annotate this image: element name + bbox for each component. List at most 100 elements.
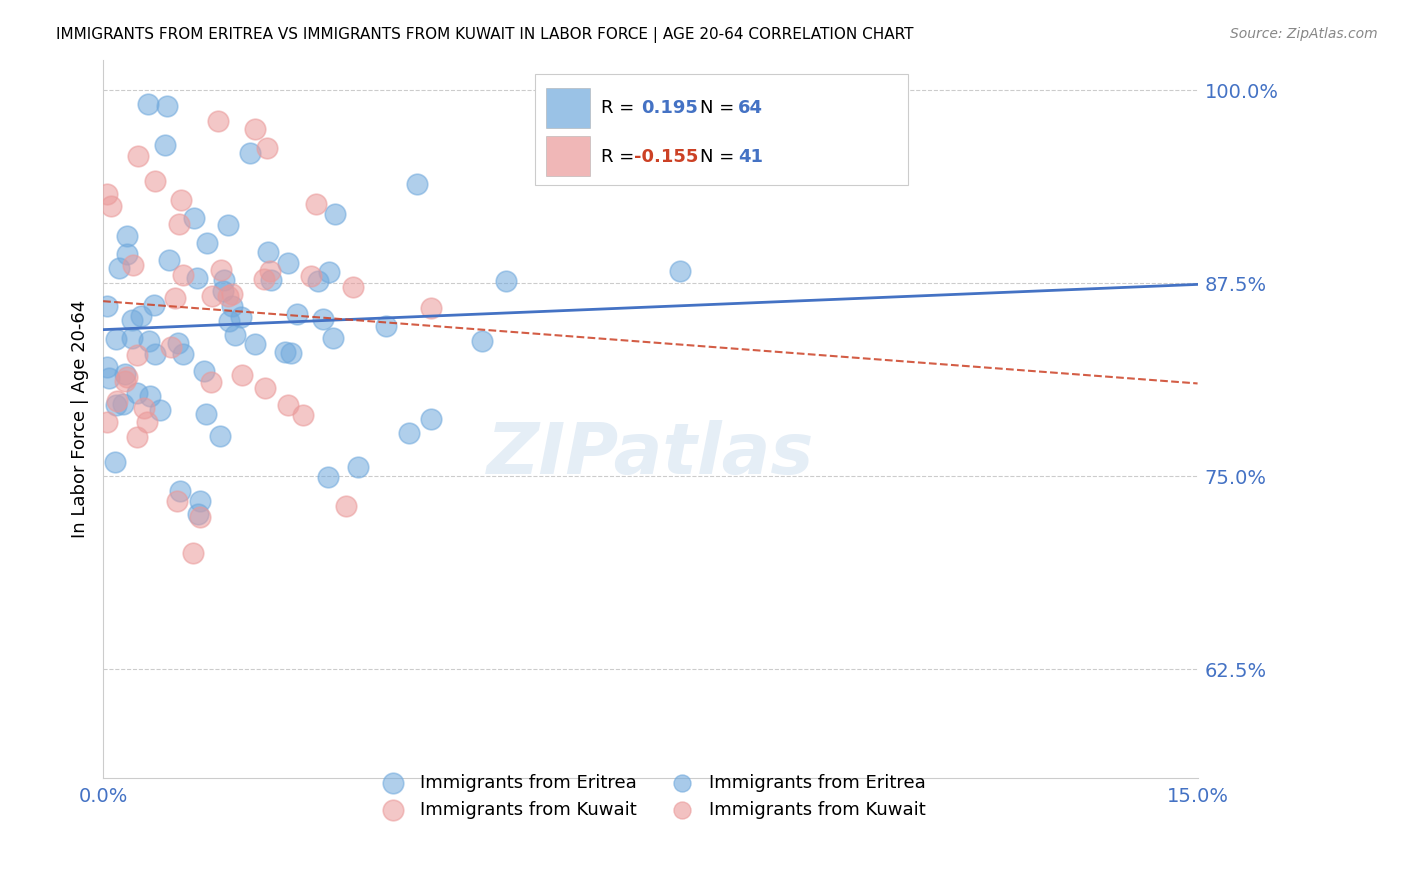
Immigrants from Eritrea (277, 256, 299, 270)
Immigrants from Kuwait (253, 272, 276, 286)
Immigrants from Kuwait (183, 546, 205, 560)
Immigrants from Eritrea (186, 271, 208, 285)
Immigrants from Kuwait (201, 289, 224, 303)
Immigrants from Kuwait (114, 374, 136, 388)
Immigrants from Eritrea (221, 299, 243, 313)
Immigrants from Eritrea (138, 334, 160, 348)
Text: R =: R = (602, 147, 640, 166)
Immigrants from Eritrea (471, 334, 494, 349)
Immigrants from Eritrea (115, 247, 138, 261)
Text: N =: N = (700, 147, 740, 166)
Immigrants from Kuwait (221, 287, 243, 301)
Immigrants from Eritrea (195, 236, 218, 251)
Immigrants from Eritrea (96, 360, 118, 375)
Immigrants from Eritrea (121, 313, 143, 327)
Immigrants from Eritrea (209, 429, 232, 443)
Text: R =: R = (602, 99, 640, 118)
Immigrants from Kuwait (299, 268, 322, 283)
Text: 41: 41 (738, 147, 763, 166)
Immigrants from Kuwait (231, 368, 253, 383)
Immigrants from Kuwait (143, 174, 166, 188)
Immigrants from Eritrea (117, 229, 139, 244)
Immigrants from Eritrea (172, 347, 194, 361)
Immigrants from Kuwait (167, 217, 190, 231)
Immigrants from Kuwait (256, 141, 278, 155)
Immigrants from Eritrea (121, 331, 143, 345)
Immigrants from Eritrea (218, 314, 240, 328)
Immigrants from Eritrea (323, 207, 346, 221)
Immigrants from Eritrea (669, 263, 692, 277)
Legend: Immigrants from Eritrea, Immigrants from Kuwait, Immigrants from Eritrea, Immigr: Immigrants from Eritrea, Immigrants from… (368, 766, 934, 826)
Immigrants from Eritrea (212, 273, 235, 287)
Immigrants from Eritrea (157, 253, 180, 268)
Immigrants from Kuwait (292, 409, 315, 423)
Immigrants from Eritrea (183, 211, 205, 225)
FancyBboxPatch shape (547, 88, 591, 128)
Immigrants from Eritrea (322, 331, 344, 345)
Immigrants from Eritrea (167, 336, 190, 351)
Immigrants from Kuwait (115, 370, 138, 384)
Immigrants from Eritrea (156, 99, 179, 113)
Immigrants from Eritrea (495, 274, 517, 288)
Immigrants from Kuwait (125, 348, 148, 362)
Immigrants from Eritrea (104, 455, 127, 469)
Immigrants from Kuwait (207, 114, 229, 128)
Immigrants from Eritrea (260, 272, 283, 286)
Immigrants from Kuwait (253, 381, 276, 395)
Immigrants from Eritrea (138, 96, 160, 111)
Immigrants from Eritrea (114, 368, 136, 382)
Immigrants from Eritrea (347, 460, 370, 475)
Immigrants from Kuwait (166, 494, 188, 508)
Immigrants from Eritrea (125, 386, 148, 401)
Immigrants from Eritrea (139, 389, 162, 403)
Text: -0.155: -0.155 (634, 147, 699, 166)
Immigrants from Kuwait (105, 394, 128, 409)
Immigrants from Eritrea (243, 336, 266, 351)
Immigrants from Kuwait (419, 301, 441, 315)
FancyBboxPatch shape (547, 136, 591, 176)
Text: 64: 64 (738, 99, 763, 118)
Immigrants from Eritrea (375, 318, 398, 333)
Immigrants from Eritrea (224, 328, 246, 343)
Text: ZIPatlas: ZIPatlas (486, 420, 814, 489)
Immigrants from Eritrea (194, 407, 217, 421)
Immigrants from Kuwait (132, 401, 155, 415)
Immigrants from Kuwait (217, 289, 239, 303)
Immigrants from Eritrea (307, 274, 329, 288)
Immigrants from Kuwait (96, 186, 118, 201)
Immigrants from Eritrea (98, 371, 121, 385)
Immigrants from Kuwait (209, 263, 232, 277)
Immigrants from Kuwait (200, 375, 222, 389)
Immigrants from Eritrea (104, 332, 127, 346)
Immigrants from Kuwait (135, 415, 157, 429)
Immigrants from Kuwait (127, 430, 149, 444)
Immigrants from Eritrea (420, 412, 443, 426)
Immigrants from Eritrea (318, 265, 340, 279)
Immigrants from Eritrea (273, 344, 295, 359)
Immigrants from Kuwait (159, 340, 181, 354)
Immigrants from Eritrea (143, 347, 166, 361)
Immigrants from Eritrea (129, 310, 152, 324)
Immigrants from Eritrea (153, 137, 176, 152)
Text: IMMIGRANTS FROM ERITREA VS IMMIGRANTS FROM KUWAIT IN LABOR FORCE | AGE 20-64 COR: IMMIGRANTS FROM ERITREA VS IMMIGRANTS FR… (56, 27, 914, 43)
Immigrants from Eritrea (193, 364, 215, 378)
Immigrants from Eritrea (217, 219, 239, 233)
Text: N =: N = (700, 99, 740, 118)
Immigrants from Eritrea (239, 145, 262, 160)
Immigrants from Eritrea (312, 312, 335, 326)
Immigrants from Eritrea (142, 298, 165, 312)
Immigrants from Eritrea (105, 398, 128, 412)
Y-axis label: In Labor Force | Age 20-64: In Labor Force | Age 20-64 (72, 300, 89, 538)
Immigrants from Kuwait (259, 263, 281, 277)
Immigrants from Eritrea (149, 402, 172, 417)
Immigrants from Eritrea (112, 397, 135, 411)
Immigrants from Eritrea (285, 307, 308, 321)
Immigrants from Eritrea (231, 310, 253, 325)
Immigrants from Eritrea (316, 469, 339, 483)
Immigrants from Eritrea (280, 346, 302, 360)
Immigrants from Eritrea (398, 425, 420, 440)
Immigrants from Eritrea (406, 177, 429, 191)
Immigrants from Eritrea (96, 299, 118, 313)
Immigrants from Kuwait (188, 510, 211, 524)
Immigrants from Eritrea (187, 507, 209, 521)
